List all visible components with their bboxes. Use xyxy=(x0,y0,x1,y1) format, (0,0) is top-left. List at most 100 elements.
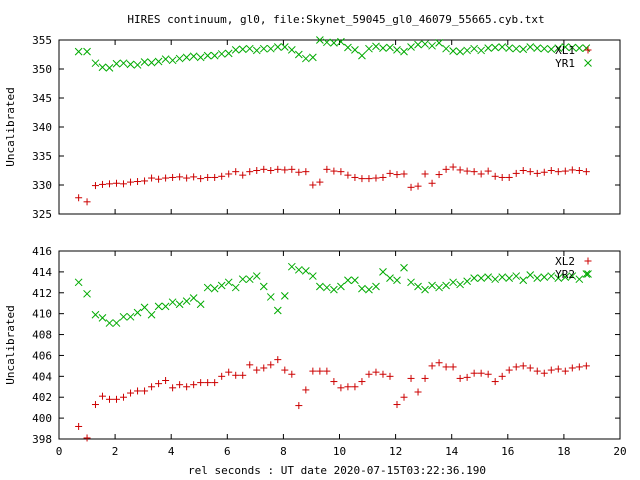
data-point xyxy=(379,44,387,52)
data-point xyxy=(358,51,366,60)
data-point xyxy=(379,370,387,378)
data-point xyxy=(323,38,331,47)
data-point xyxy=(575,363,583,371)
data-point xyxy=(134,387,142,395)
data-point xyxy=(224,49,233,58)
data-point xyxy=(147,310,156,319)
legend-marker xyxy=(584,46,592,54)
data-point xyxy=(266,44,275,53)
data-point xyxy=(134,178,142,186)
data-point xyxy=(400,47,408,56)
data-point xyxy=(442,44,450,53)
data-point xyxy=(75,194,83,202)
data-point xyxy=(140,303,149,312)
data-point xyxy=(400,170,408,178)
data-point xyxy=(393,46,401,54)
data-point xyxy=(162,174,170,182)
data-point xyxy=(133,308,142,317)
data-point xyxy=(351,173,359,181)
data-point xyxy=(351,46,359,54)
data-point xyxy=(274,165,282,173)
data-point xyxy=(91,59,100,68)
x-tick-label: 20 xyxy=(613,445,626,458)
data-point xyxy=(372,42,380,51)
data-point xyxy=(105,319,114,327)
data-point xyxy=(505,173,513,181)
data-point xyxy=(267,167,275,174)
data-point xyxy=(224,278,233,287)
data-point xyxy=(154,57,163,66)
data-point xyxy=(239,171,247,179)
data-point xyxy=(259,44,268,53)
data-point xyxy=(169,384,177,392)
data-point xyxy=(526,271,535,279)
data-point xyxy=(393,171,401,179)
data-point xyxy=(112,319,121,327)
data-point xyxy=(386,372,394,380)
data-point xyxy=(217,281,226,290)
data-point xyxy=(568,272,577,280)
data-point xyxy=(190,381,198,389)
y-axis-label: Uncalibrated xyxy=(4,87,17,166)
y-tick-label: 410 xyxy=(32,308,52,321)
data-point xyxy=(456,166,464,174)
data-point xyxy=(246,361,254,369)
data-point xyxy=(407,183,415,191)
data-point xyxy=(470,274,478,283)
x-tick-label: 18 xyxy=(557,445,570,458)
data-point xyxy=(379,268,387,276)
legend-label: XL1 xyxy=(555,44,575,57)
data-point xyxy=(491,43,500,52)
data-point xyxy=(372,282,380,291)
data-point xyxy=(112,59,121,68)
data-point xyxy=(323,367,331,375)
data-point xyxy=(239,371,247,379)
data-point xyxy=(561,367,569,375)
data-point xyxy=(203,283,212,292)
data-point xyxy=(273,306,282,315)
data-point xyxy=(119,59,128,68)
data-point xyxy=(484,44,493,52)
data-point xyxy=(309,367,317,375)
y-tick-label: 400 xyxy=(32,412,52,425)
data-point xyxy=(491,172,499,180)
data-point xyxy=(519,362,527,370)
x-tick-label: 14 xyxy=(445,445,459,458)
data-point xyxy=(393,401,401,409)
data-point xyxy=(161,302,170,311)
data-point xyxy=(218,172,226,180)
x-tick-label: 6 xyxy=(224,445,231,458)
data-point xyxy=(449,47,457,55)
data-point xyxy=(252,272,261,280)
data-point xyxy=(74,47,83,56)
data-point xyxy=(120,393,128,401)
data-point xyxy=(337,384,345,392)
data-point xyxy=(155,380,163,388)
data-point xyxy=(421,170,429,178)
y-tick-label: 408 xyxy=(32,329,52,342)
data-point xyxy=(505,44,514,52)
data-point xyxy=(211,173,219,181)
data-point xyxy=(133,61,142,69)
data-point xyxy=(260,165,268,173)
series-yr1 xyxy=(74,36,591,72)
data-point xyxy=(470,44,478,53)
data-point xyxy=(105,63,114,72)
data-point xyxy=(140,58,149,66)
data-point xyxy=(238,275,247,284)
data-point xyxy=(463,46,471,55)
data-point xyxy=(301,266,310,275)
data-point xyxy=(119,312,128,321)
x-tick-label: 16 xyxy=(501,445,514,458)
data-point xyxy=(105,180,113,188)
data-point xyxy=(196,53,205,62)
data-point xyxy=(196,300,205,309)
data-point xyxy=(98,392,106,400)
data-point xyxy=(414,282,422,291)
data-point xyxy=(400,393,408,401)
data-point xyxy=(316,282,324,291)
data-point xyxy=(197,379,205,387)
data-point xyxy=(225,368,233,376)
data-point xyxy=(323,283,331,292)
data-point xyxy=(280,292,289,300)
